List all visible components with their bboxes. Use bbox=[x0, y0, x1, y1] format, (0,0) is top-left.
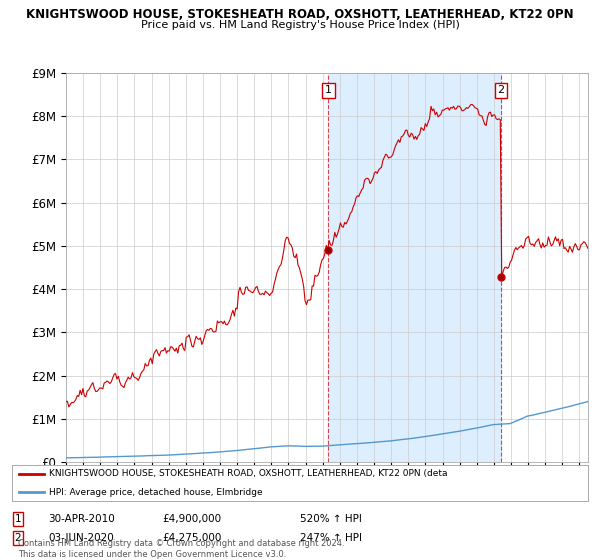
Text: £4,900,000: £4,900,000 bbox=[162, 514, 221, 524]
Text: 03-JUN-2020: 03-JUN-2020 bbox=[48, 533, 114, 543]
Text: 247% ↑ HPI: 247% ↑ HPI bbox=[300, 533, 362, 543]
Text: Contains HM Land Registry data © Crown copyright and database right 2024.
This d: Contains HM Land Registry data © Crown c… bbox=[18, 539, 344, 559]
Text: HPI: Average price, detached house, Elmbridge: HPI: Average price, detached house, Elmb… bbox=[49, 488, 263, 497]
Bar bbox=[328, 73, 501, 462]
Text: Price paid vs. HM Land Registry's House Price Index (HPI): Price paid vs. HM Land Registry's House … bbox=[140, 20, 460, 30]
Text: 2: 2 bbox=[497, 85, 505, 95]
Text: 2: 2 bbox=[14, 533, 22, 543]
Text: KNIGHTSWOOD HOUSE, STOKESHEATH ROAD, OXSHOTT, LEATHERHEAD, KT22 0PN (deta: KNIGHTSWOOD HOUSE, STOKESHEATH ROAD, OXS… bbox=[49, 469, 448, 478]
Text: 1: 1 bbox=[14, 514, 22, 524]
Text: KNIGHTSWOOD HOUSE, STOKESHEATH ROAD, OXSHOTT, LEATHERHEAD, KT22 0PN: KNIGHTSWOOD HOUSE, STOKESHEATH ROAD, OXS… bbox=[26, 8, 574, 21]
Text: £4,275,000: £4,275,000 bbox=[162, 533, 221, 543]
Text: 1: 1 bbox=[325, 85, 332, 95]
Text: 520% ↑ HPI: 520% ↑ HPI bbox=[300, 514, 362, 524]
Text: 30-APR-2010: 30-APR-2010 bbox=[48, 514, 115, 524]
